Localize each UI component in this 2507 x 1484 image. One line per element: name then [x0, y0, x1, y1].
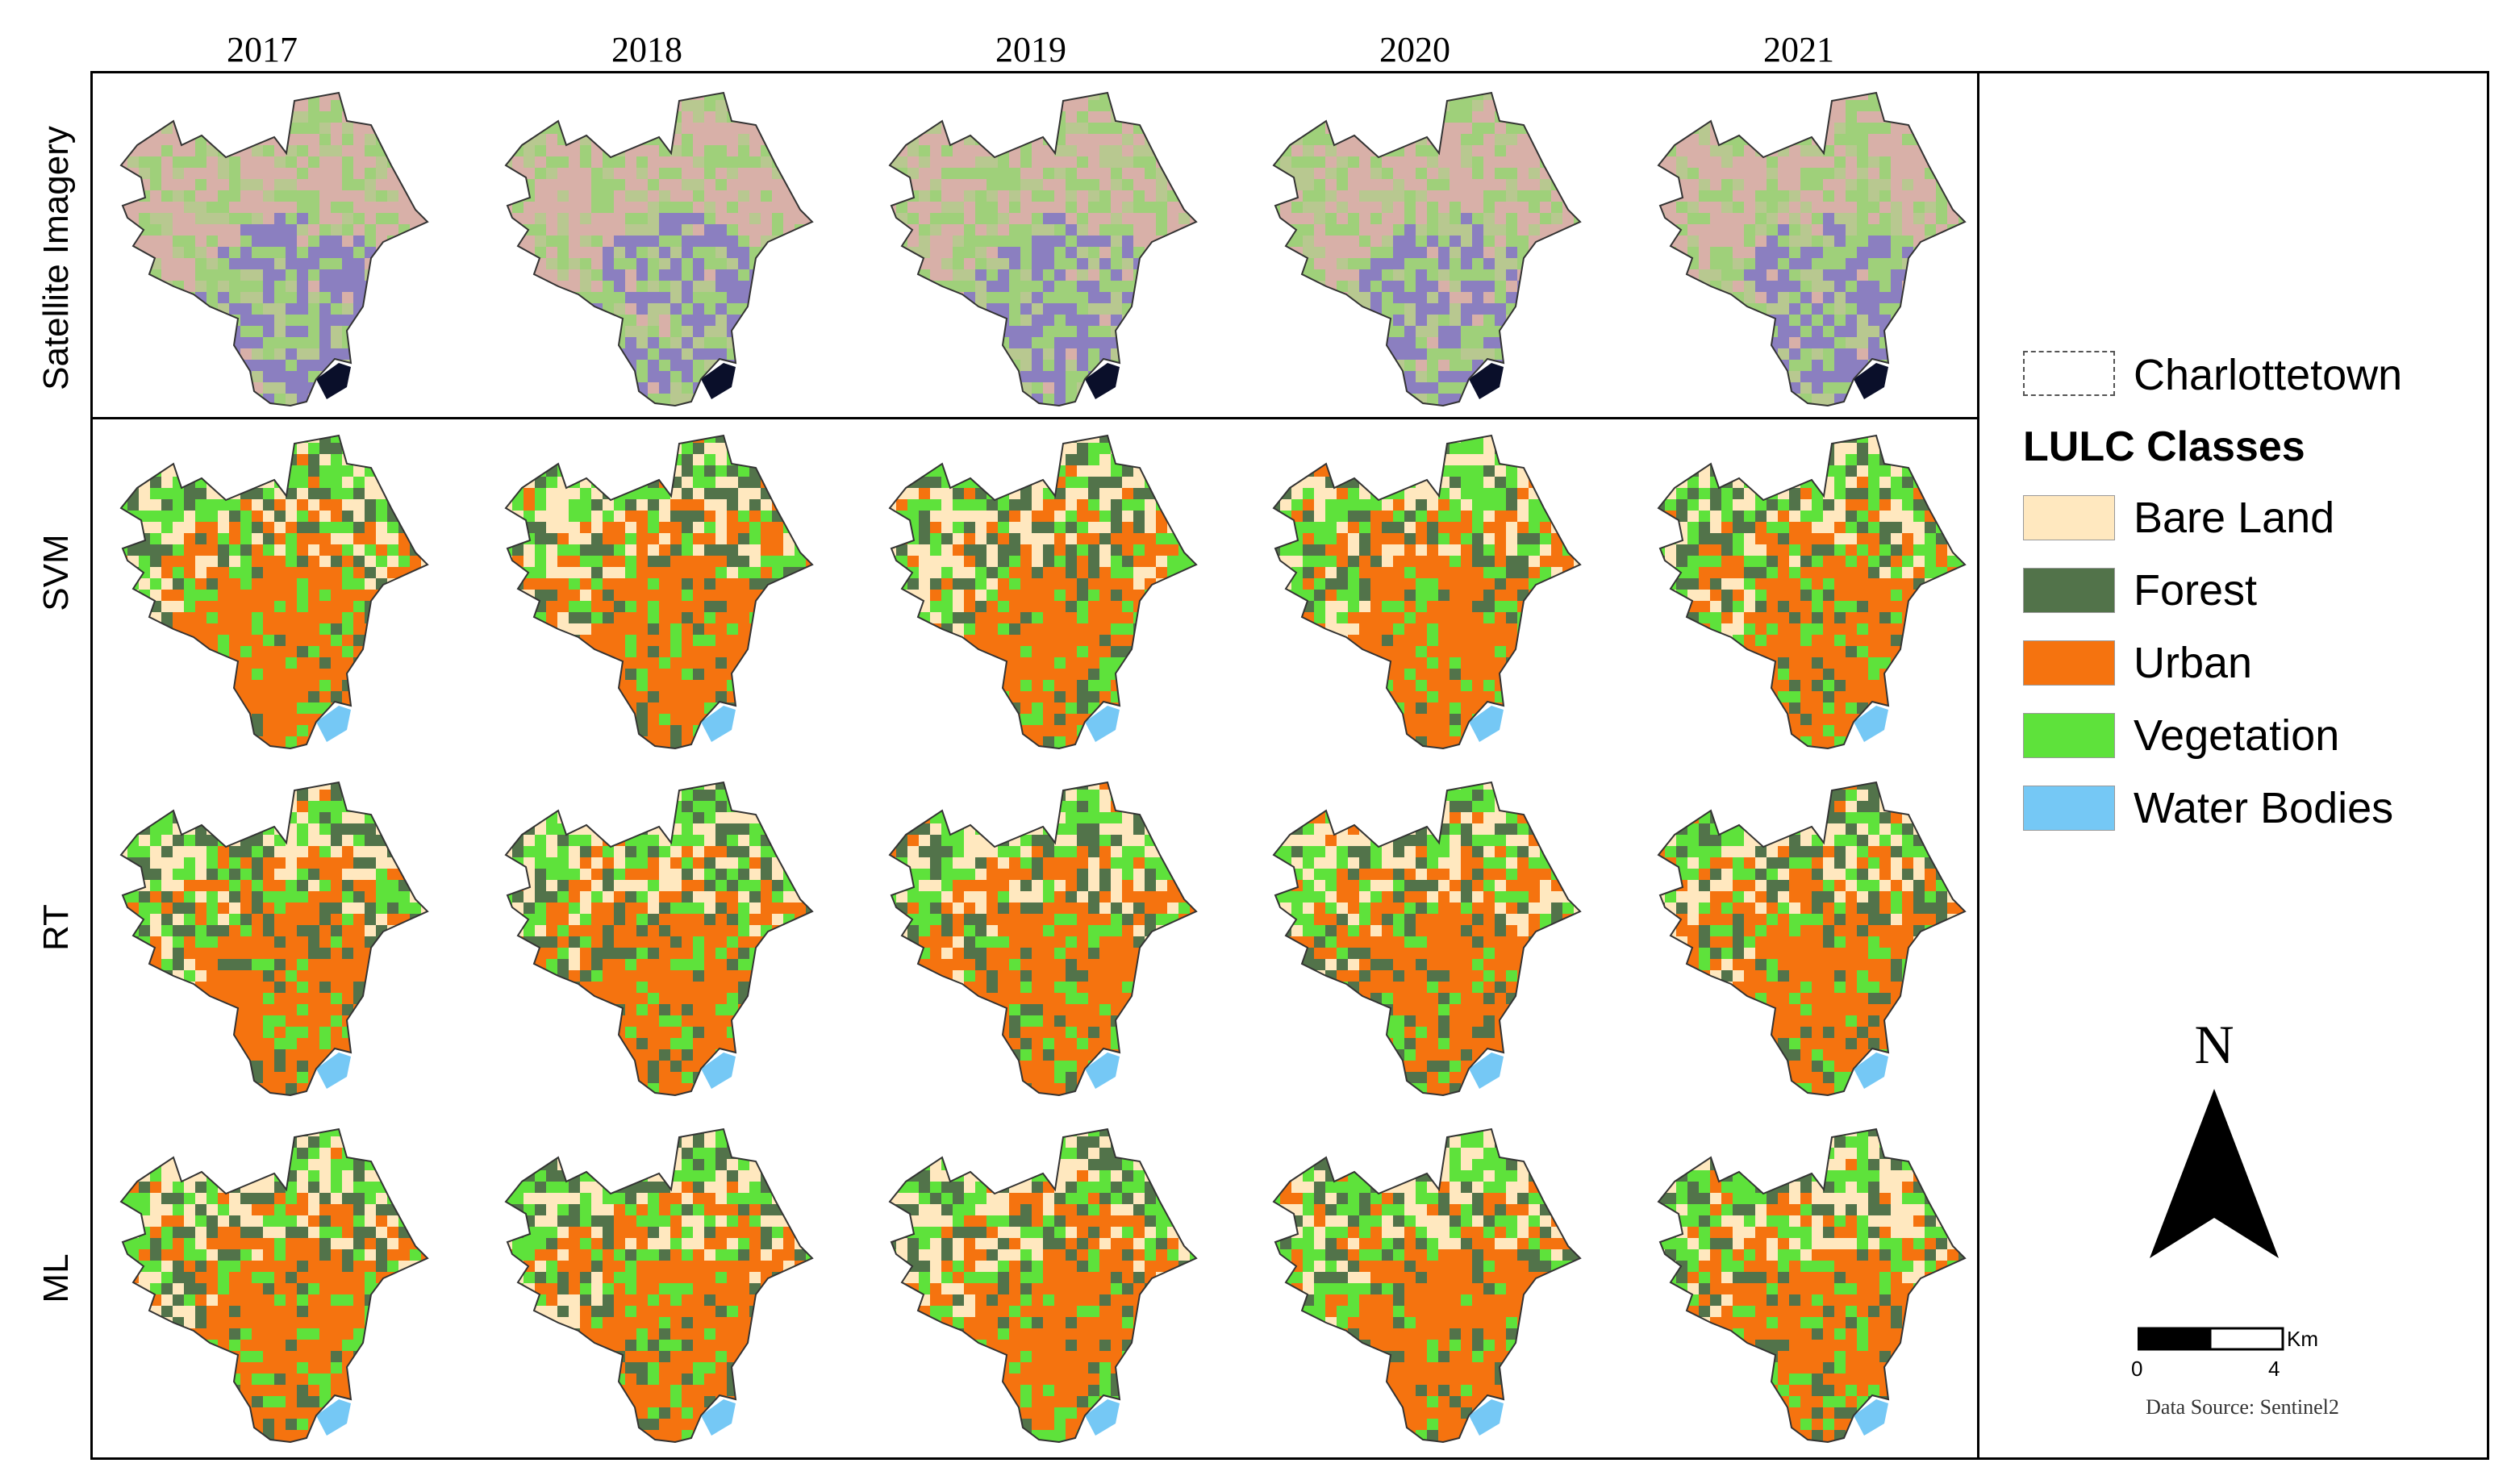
legend-panel [1977, 71, 2489, 1460]
map-panel-satellite-imagery-2019 [866, 89, 1220, 411]
map-panel-svm-2019 [866, 431, 1220, 754]
map-panel-svm-2018 [482, 431, 836, 754]
map-panel-rt-2020 [1249, 778, 1604, 1101]
imagery-row-divider [90, 417, 1979, 419]
map-panel-rt-2018 [482, 778, 836, 1101]
bare-land-swatch [2023, 495, 2115, 540]
year-label-2018: 2018 [611, 30, 682, 69]
row-label-ml: ML [36, 1253, 76, 1303]
map-panel-satellite-imagery-2017 [97, 89, 452, 411]
year-label-2019: 2019 [995, 30, 1066, 69]
year-label-2017: 2017 [227, 30, 298, 69]
urban-swatch [2023, 640, 2115, 686]
map-panel-ml-2020 [1249, 1125, 1604, 1448]
vegetation-swatch [2023, 713, 2115, 758]
map-panel-satellite-imagery-2018 [482, 89, 836, 411]
scale-tick-0: 0 [2131, 1357, 2143, 1381]
map-panel-rt-2017 [97, 778, 452, 1101]
scale-tick-4: 4 [2268, 1357, 2280, 1381]
water-bodies-label: Water Bodies [2134, 784, 2394, 832]
row-label-satellite-imagery: Satellite Imagery [36, 126, 76, 390]
map-panel-rt-2019 [866, 778, 1220, 1101]
data-source: Data Source: Sentinel2 [2146, 1395, 2339, 1419]
year-label-2020: 2020 [1379, 30, 1450, 69]
boundary-label: Charlottetown [2134, 351, 2403, 399]
map-panel-ml-2019 [866, 1125, 1220, 1448]
map-panel-svm-2021 [1634, 431, 1989, 754]
row-label-svm: SVM [36, 534, 76, 611]
map-panel-ml-2017 [97, 1125, 452, 1448]
map-panel-svm-2017 [97, 431, 452, 754]
north-label: N [2194, 1014, 2234, 1075]
north-arrow-icon [2150, 1089, 2279, 1258]
urban-label: Urban [2134, 639, 2253, 687]
scale-bar [2138, 1327, 2284, 1351]
scale-unit: Km [2287, 1327, 2318, 1351]
vegetation-label: Vegetation [2134, 711, 2340, 760]
map-panel-satellite-imagery-2020 [1249, 89, 1604, 411]
map-panel-satellite-imagery-2021 [1634, 89, 1989, 411]
map-panel-rt-2021 [1634, 778, 1989, 1101]
year-label-2021: 2021 [1763, 30, 1834, 69]
legend-title: LULC Classes [2023, 423, 2305, 470]
water-bodies-swatch [2023, 786, 2115, 831]
row-label-rt: RT [36, 904, 76, 951]
map-panel-svm-2020 [1249, 431, 1604, 754]
forest-swatch [2023, 568, 2115, 613]
map-panel-ml-2021 [1634, 1125, 1989, 1448]
boundary-swatch [2023, 351, 2115, 396]
bare-land-label: Bare Land [2134, 494, 2335, 542]
map-panel-ml-2018 [482, 1125, 836, 1448]
forest-label: Forest [2134, 566, 2258, 615]
